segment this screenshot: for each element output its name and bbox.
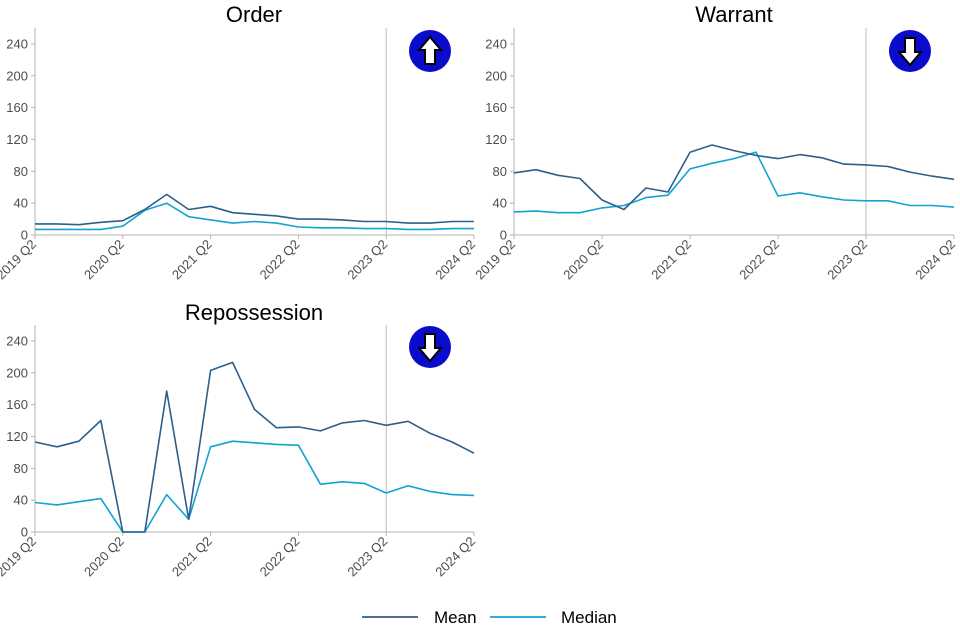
x-tick-label: 2020 Q2 [560, 237, 606, 283]
x-tick-label: 2019 Q2 [0, 237, 39, 283]
series-line-mean [35, 193, 474, 226]
x-tick-label: 2019 Q2 [0, 534, 39, 580]
x-tick-label: 2022 Q2 [257, 534, 303, 580]
y-tick-label: 200 [485, 68, 507, 83]
y-tick-label: 40 [14, 493, 28, 508]
y-tick-label: 240 [6, 333, 28, 348]
x-tick-label: 2024 Q2 [432, 237, 478, 283]
x-tick-label: 2022 Q2 [257, 237, 303, 283]
x-tick-label: 2023 Q2 [824, 237, 870, 283]
chart-title: Repossession [185, 300, 323, 325]
legend: Mean Median [362, 608, 617, 627]
series-line-median [35, 202, 474, 231]
x-tick-label: 2020 Q2 [81, 534, 127, 580]
chart-title: Warrant [695, 2, 772, 27]
y-tick-label: 40 [493, 196, 507, 211]
y-tick-label: 0 [21, 525, 28, 540]
x-tick-label: 2021 Q2 [648, 237, 694, 283]
x-tick-label: 2021 Q2 [169, 237, 215, 283]
y-tick-label: 0 [21, 228, 28, 243]
chart-panel-order: Order 0 40 80 120 160 200 240 2019 Q2 2020 Q2 2021… [0, 2, 478, 282]
y-tick-label: 240 [485, 36, 507, 51]
series-line-mean [513, 144, 955, 211]
y-tick-label: 80 [14, 164, 28, 179]
y-tick-label: 160 [6, 397, 28, 412]
x-tick-label: 2021 Q2 [169, 534, 215, 580]
x-tick-label: 2022 Q2 [736, 237, 782, 283]
y-tick-label: 160 [485, 100, 507, 115]
x-tick-label: 2023 Q2 [344, 534, 390, 580]
y-tick-label: 120 [485, 132, 507, 147]
y-tick-label: 80 [14, 461, 28, 476]
y-tick-label: 200 [6, 365, 28, 380]
x-tick-label: 2023 Q2 [344, 237, 390, 283]
x-tick-label: 2020 Q2 [81, 237, 127, 283]
series-line-median [34, 440, 475, 533]
series-line-mean [34, 361, 475, 533]
y-tick-label: 120 [6, 429, 28, 444]
arrow-down-icon [409, 326, 451, 368]
arrow-down-icon [889, 30, 931, 72]
x-tick-label: 2024 Q2 [432, 534, 478, 580]
chart-title: Order [226, 2, 282, 27]
legend-item-median: Median [490, 608, 617, 627]
y-tick-label: 120 [6, 132, 28, 147]
series-line-median [513, 151, 955, 214]
chart-panel-repossession: Repossession 0 40 80 120 160 200 240 2019 Q2 2020… [0, 300, 478, 579]
y-tick-label: 40 [14, 196, 28, 211]
x-tick-label: 2024 Q2 [912, 237, 958, 283]
y-tick-label: 80 [493, 164, 507, 179]
legend-item-mean: Mean [362, 608, 477, 627]
arrow-up-icon [409, 30, 451, 72]
y-tick-label: 0 [500, 228, 507, 243]
x-tick-label: 2019 Q2 [472, 237, 518, 283]
y-tick-label: 200 [6, 68, 28, 83]
legend-label: Mean [434, 608, 477, 627]
chart-panel-warrant: Warrant 0 40 80 120 160 200 240 2019 Q2 2020 Q2 20… [472, 2, 958, 282]
y-tick-label: 160 [6, 100, 28, 115]
legend-label: Median [561, 608, 617, 627]
y-tick-label: 240 [6, 36, 28, 51]
